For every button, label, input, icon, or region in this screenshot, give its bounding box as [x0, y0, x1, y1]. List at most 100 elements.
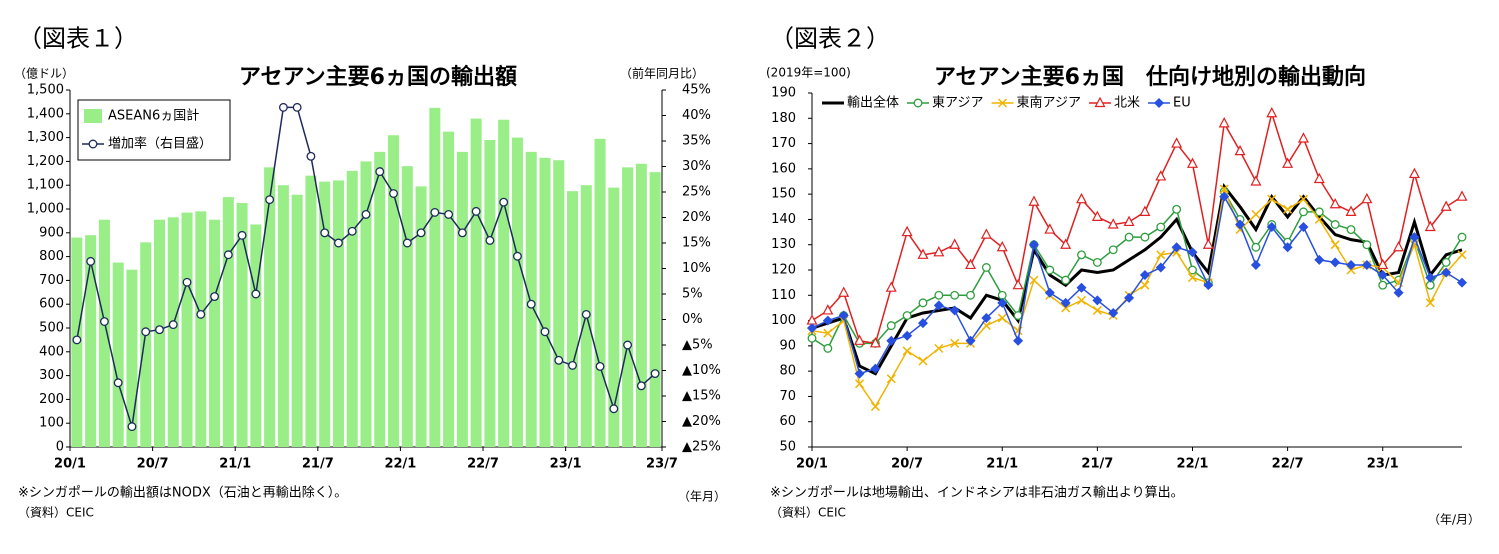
title: アセアン主要6ヵ国の輸出額 [239, 64, 517, 90]
marker [886, 321, 896, 331]
marker [1266, 222, 1277, 233]
line [811, 183, 1463, 376]
legend-label: 東アジア [932, 95, 983, 111]
x-tick-label: 21/7 [1081, 457, 1113, 472]
bar [594, 138, 606, 448]
marker [471, 206, 481, 216]
marker [838, 310, 849, 321]
marker [416, 228, 426, 238]
y2-tick-label: 5% [682, 287, 703, 302]
legend-label: 東南アジア [1017, 95, 1081, 111]
marker [1013, 335, 1024, 346]
bar [567, 191, 579, 447]
x-tick-label: 20/1 [54, 457, 86, 472]
marker [1408, 167, 1420, 179]
marker [1298, 222, 1309, 233]
marker [595, 361, 605, 371]
x-tick-label: 21/1 [219, 457, 251, 472]
marker [402, 238, 412, 248]
marker [1077, 250, 1086, 260]
y-tick-label: 700 [39, 273, 64, 288]
bar [277, 185, 289, 447]
x-tick-label: 23/7 [646, 457, 678, 472]
marker [1155, 170, 1167, 181]
marker [1092, 257, 1102, 267]
marker [347, 226, 357, 236]
x-tick-label: 22/7 [1272, 457, 1304, 472]
marker [1299, 207, 1308, 217]
marker [1330, 257, 1341, 268]
bar [167, 217, 179, 447]
line [811, 194, 1463, 375]
y-tick-label: 1,400 [27, 106, 64, 121]
marker [581, 309, 591, 319]
y2-tick-label: 10% [682, 261, 711, 276]
marker [540, 327, 550, 337]
legend-marker [997, 98, 1008, 108]
marker [1329, 197, 1341, 209]
marker [1377, 270, 1388, 281]
bar [236, 203, 248, 447]
marker [430, 207, 440, 217]
marker [949, 305, 960, 316]
marker [1425, 272, 1436, 283]
legend-label: 北米 [1114, 96, 1140, 111]
y-label: (2019年=100) [766, 66, 851, 80]
y-tick-label: 600 [39, 297, 64, 312]
marker [996, 240, 1008, 252]
marker [822, 304, 834, 315]
marker [1091, 210, 1103, 221]
x-tick-label: 20/7 [137, 457, 169, 472]
y2-tick-label: 30% [682, 159, 711, 174]
note: ※シンガポールは地場輸出、インドネシアは非石油ガス輸出より算出。 [770, 486, 1184, 501]
marker [1456, 190, 1468, 201]
x-tick-label: 23/1 [1367, 457, 1399, 472]
marker [1362, 240, 1372, 250]
y-tick-label: 60 [779, 414, 796, 429]
bar [222, 197, 234, 447]
bar [85, 235, 97, 447]
bar [126, 269, 138, 447]
title: アセアン主要6ヵ国 仕向け地別の輸出動向 [934, 64, 1366, 90]
marker [444, 209, 454, 219]
marker [1092, 295, 1103, 306]
marker [1156, 222, 1166, 232]
marker [823, 343, 833, 353]
marker [917, 248, 929, 259]
y-tick-label: 70 [779, 389, 796, 404]
y2-tick-label: 40% [682, 108, 711, 123]
y-tick-label: 1,500 [27, 83, 64, 98]
y-tick-label: 1,100 [27, 178, 64, 193]
source: （資料）CEIC [770, 506, 846, 520]
marker [609, 404, 619, 414]
y2-tick-label: ▲10% [682, 363, 721, 378]
marker [1377, 258, 1389, 270]
y2-tick-label: 45% [682, 83, 711, 98]
marker [1314, 254, 1325, 265]
marker [902, 311, 912, 320]
marker [1314, 207, 1324, 217]
marker [1346, 225, 1356, 234]
legend-swatch [84, 109, 102, 123]
marker [854, 334, 866, 345]
marker [141, 327, 151, 337]
marker [1441, 267, 1452, 278]
marker [1028, 195, 1040, 206]
y-tick-label: 1,000 [27, 202, 64, 217]
marker [457, 228, 467, 238]
marker [918, 356, 928, 366]
marker [1234, 144, 1246, 156]
y-tick-label: 100 [39, 416, 64, 431]
y-tick-label: 400 [39, 344, 64, 359]
marker [1139, 270, 1150, 281]
legend-label: EU [1173, 96, 1191, 111]
marker [949, 238, 961, 249]
x-tick-label: 20/1 [796, 457, 828, 472]
bar [112, 262, 124, 447]
marker [1424, 220, 1436, 232]
y-tick-label: 1,200 [27, 154, 64, 169]
y2-tick-label: ▲25% [682, 440, 721, 455]
marker [1457, 250, 1467, 260]
marker [1028, 239, 1039, 250]
